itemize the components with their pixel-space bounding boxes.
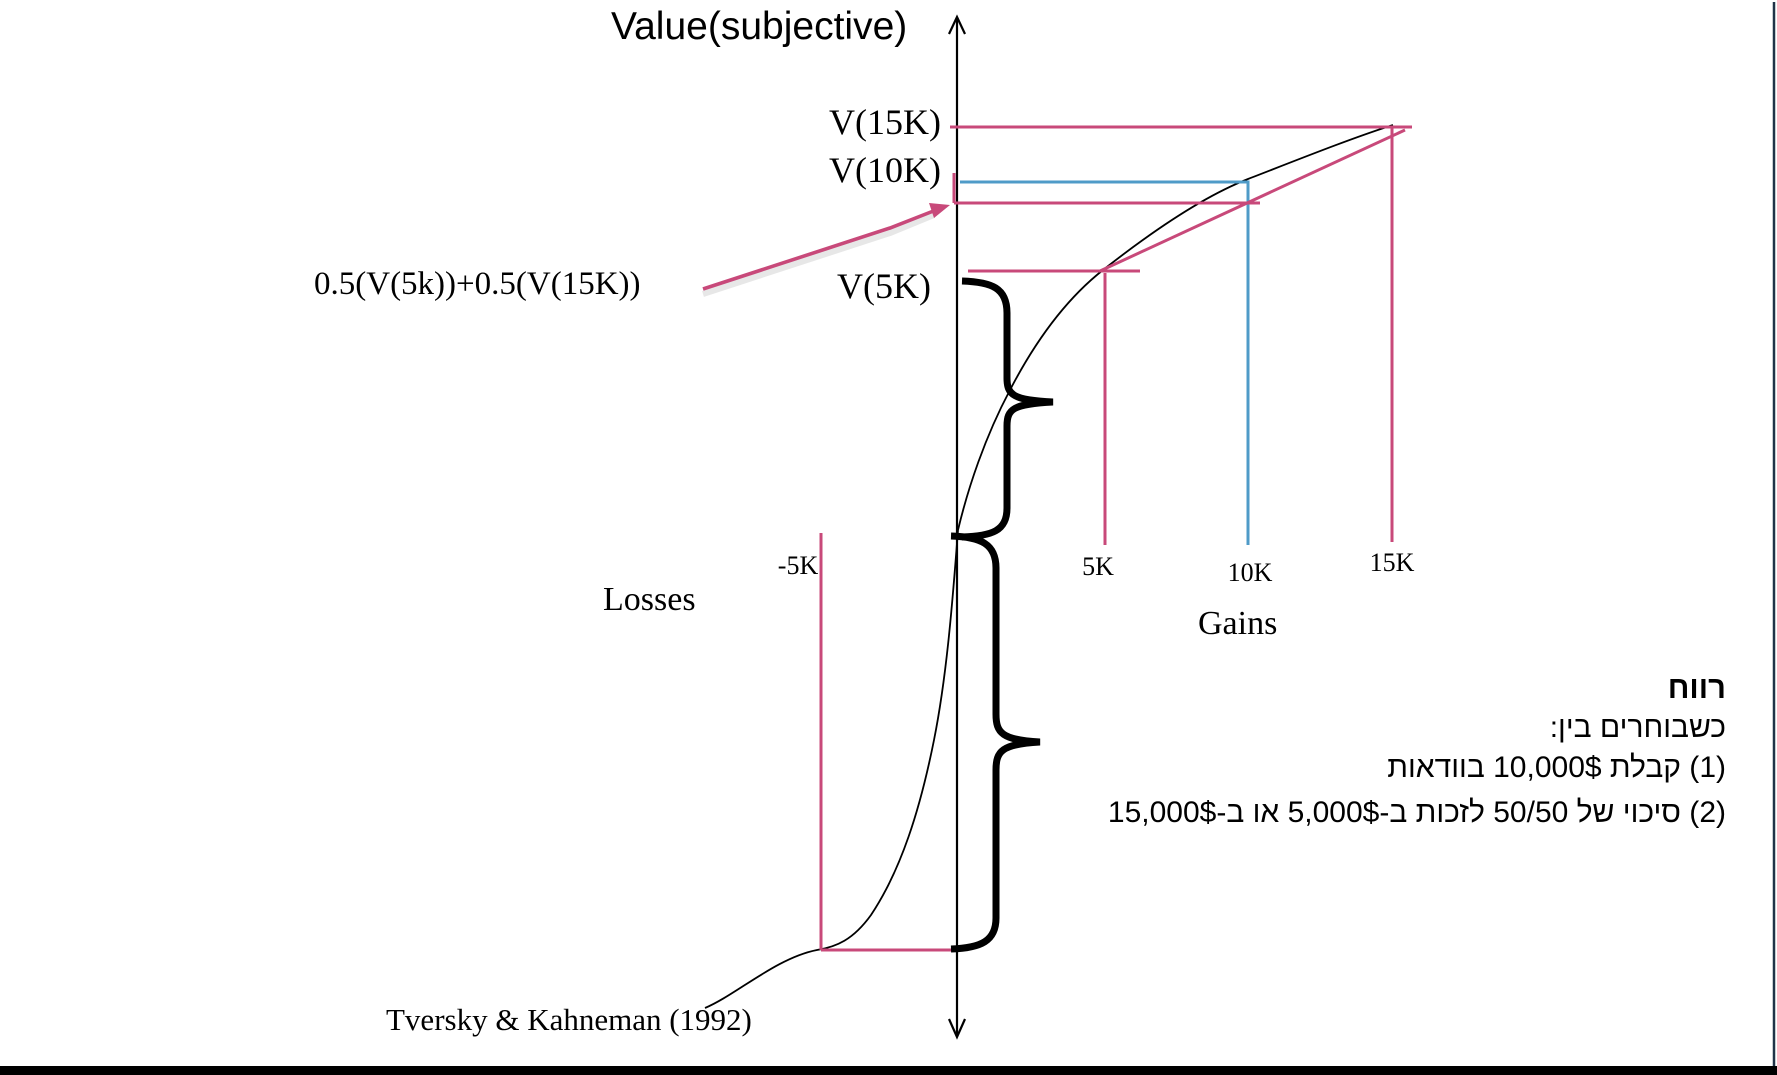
v10k-level-line xyxy=(960,180,1250,545)
axis-bottom-arrowhead-icon xyxy=(947,1018,967,1040)
v15k-label: V(15K) xyxy=(829,102,941,142)
gains-label: Gains xyxy=(1198,605,1278,642)
hebrew-intro: כשבוחרים בין: xyxy=(1549,711,1726,744)
slide-bottom-border xyxy=(0,1066,1777,1075)
expected-value-arrowhead-icon xyxy=(929,203,950,218)
expected-value-label: 0.5(V(5k))+0.5(V(15K)) xyxy=(314,266,641,302)
hebrew-heading: רווח xyxy=(1667,670,1726,705)
chart-title: Value(subjective) xyxy=(611,5,908,48)
hebrew-option-1: (1) קבלת 10,000$ בוודאות xyxy=(1387,751,1726,784)
axis-top-arrowhead-icon xyxy=(948,14,966,35)
v5k-label: V(5K) xyxy=(837,266,931,306)
expected-value-arrow xyxy=(702,208,937,291)
losses-label: Losses xyxy=(603,581,696,618)
value-curve-gains xyxy=(957,124,1394,531)
arrow-shadow xyxy=(702,212,936,297)
citation: Tversky & Kahneman (1992) xyxy=(386,1002,752,1037)
hebrew-option-2: (2) סיכוי של 50/50 לזכות ב-5,000$ או ב-1… xyxy=(1107,796,1726,829)
gamble-chord-line xyxy=(1099,128,1406,273)
v10k-label: V(10K) xyxy=(829,150,941,190)
gain-value-brace xyxy=(961,277,1054,541)
tick-neg5k: -5K xyxy=(777,551,819,580)
tick-10k: 10K xyxy=(1227,558,1273,587)
loss-value-brace xyxy=(950,532,1041,953)
tick-15k: 15K xyxy=(1369,548,1415,577)
tick-5k: 5K xyxy=(1082,552,1114,581)
value-curve-losses xyxy=(704,529,959,1009)
